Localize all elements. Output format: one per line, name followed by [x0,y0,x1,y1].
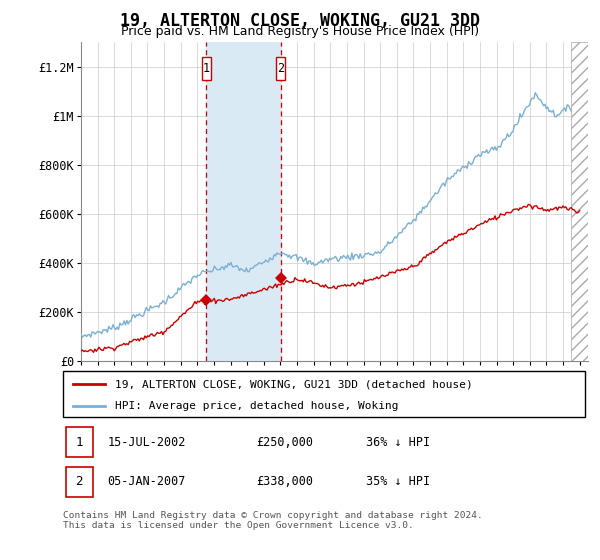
Bar [65,467,93,497]
Text: Contains HM Land Registry data © Crown copyright and database right 2024.
This d: Contains HM Land Registry data © Crown c… [63,511,483,530]
Text: £250,000: £250,000 [256,436,313,449]
Text: 19, ALTERTON CLOSE, WOKING, GU21 3DD: 19, ALTERTON CLOSE, WOKING, GU21 3DD [120,12,480,30]
Text: 1: 1 [76,436,83,449]
Text: 15-JUL-2002: 15-JUL-2002 [107,436,186,449]
Bar [202,57,211,80]
Text: 05-JAN-2007: 05-JAN-2007 [107,475,186,488]
Text: 2: 2 [76,475,83,488]
Text: Price paid vs. HM Land Registry's House Price Index (HPI): Price paid vs. HM Land Registry's House … [121,25,479,38]
Text: 35% ↓ HPI: 35% ↓ HPI [366,475,430,488]
Text: £338,000: £338,000 [256,475,313,488]
Text: 2: 2 [277,62,284,75]
Text: 36% ↓ HPI: 36% ↓ HPI [366,436,430,449]
Text: HPI: Average price, detached house, Woking: HPI: Average price, detached house, Woki… [115,401,398,410]
Text: 19, ALTERTON CLOSE, WOKING, GU21 3DD (detached house): 19, ALTERTON CLOSE, WOKING, GU21 3DD (de… [115,379,473,389]
Bar [276,57,286,80]
Bar [571,42,596,361]
Bar [65,427,93,457]
Text: 1: 1 [203,62,210,75]
Bar [206,42,281,361]
